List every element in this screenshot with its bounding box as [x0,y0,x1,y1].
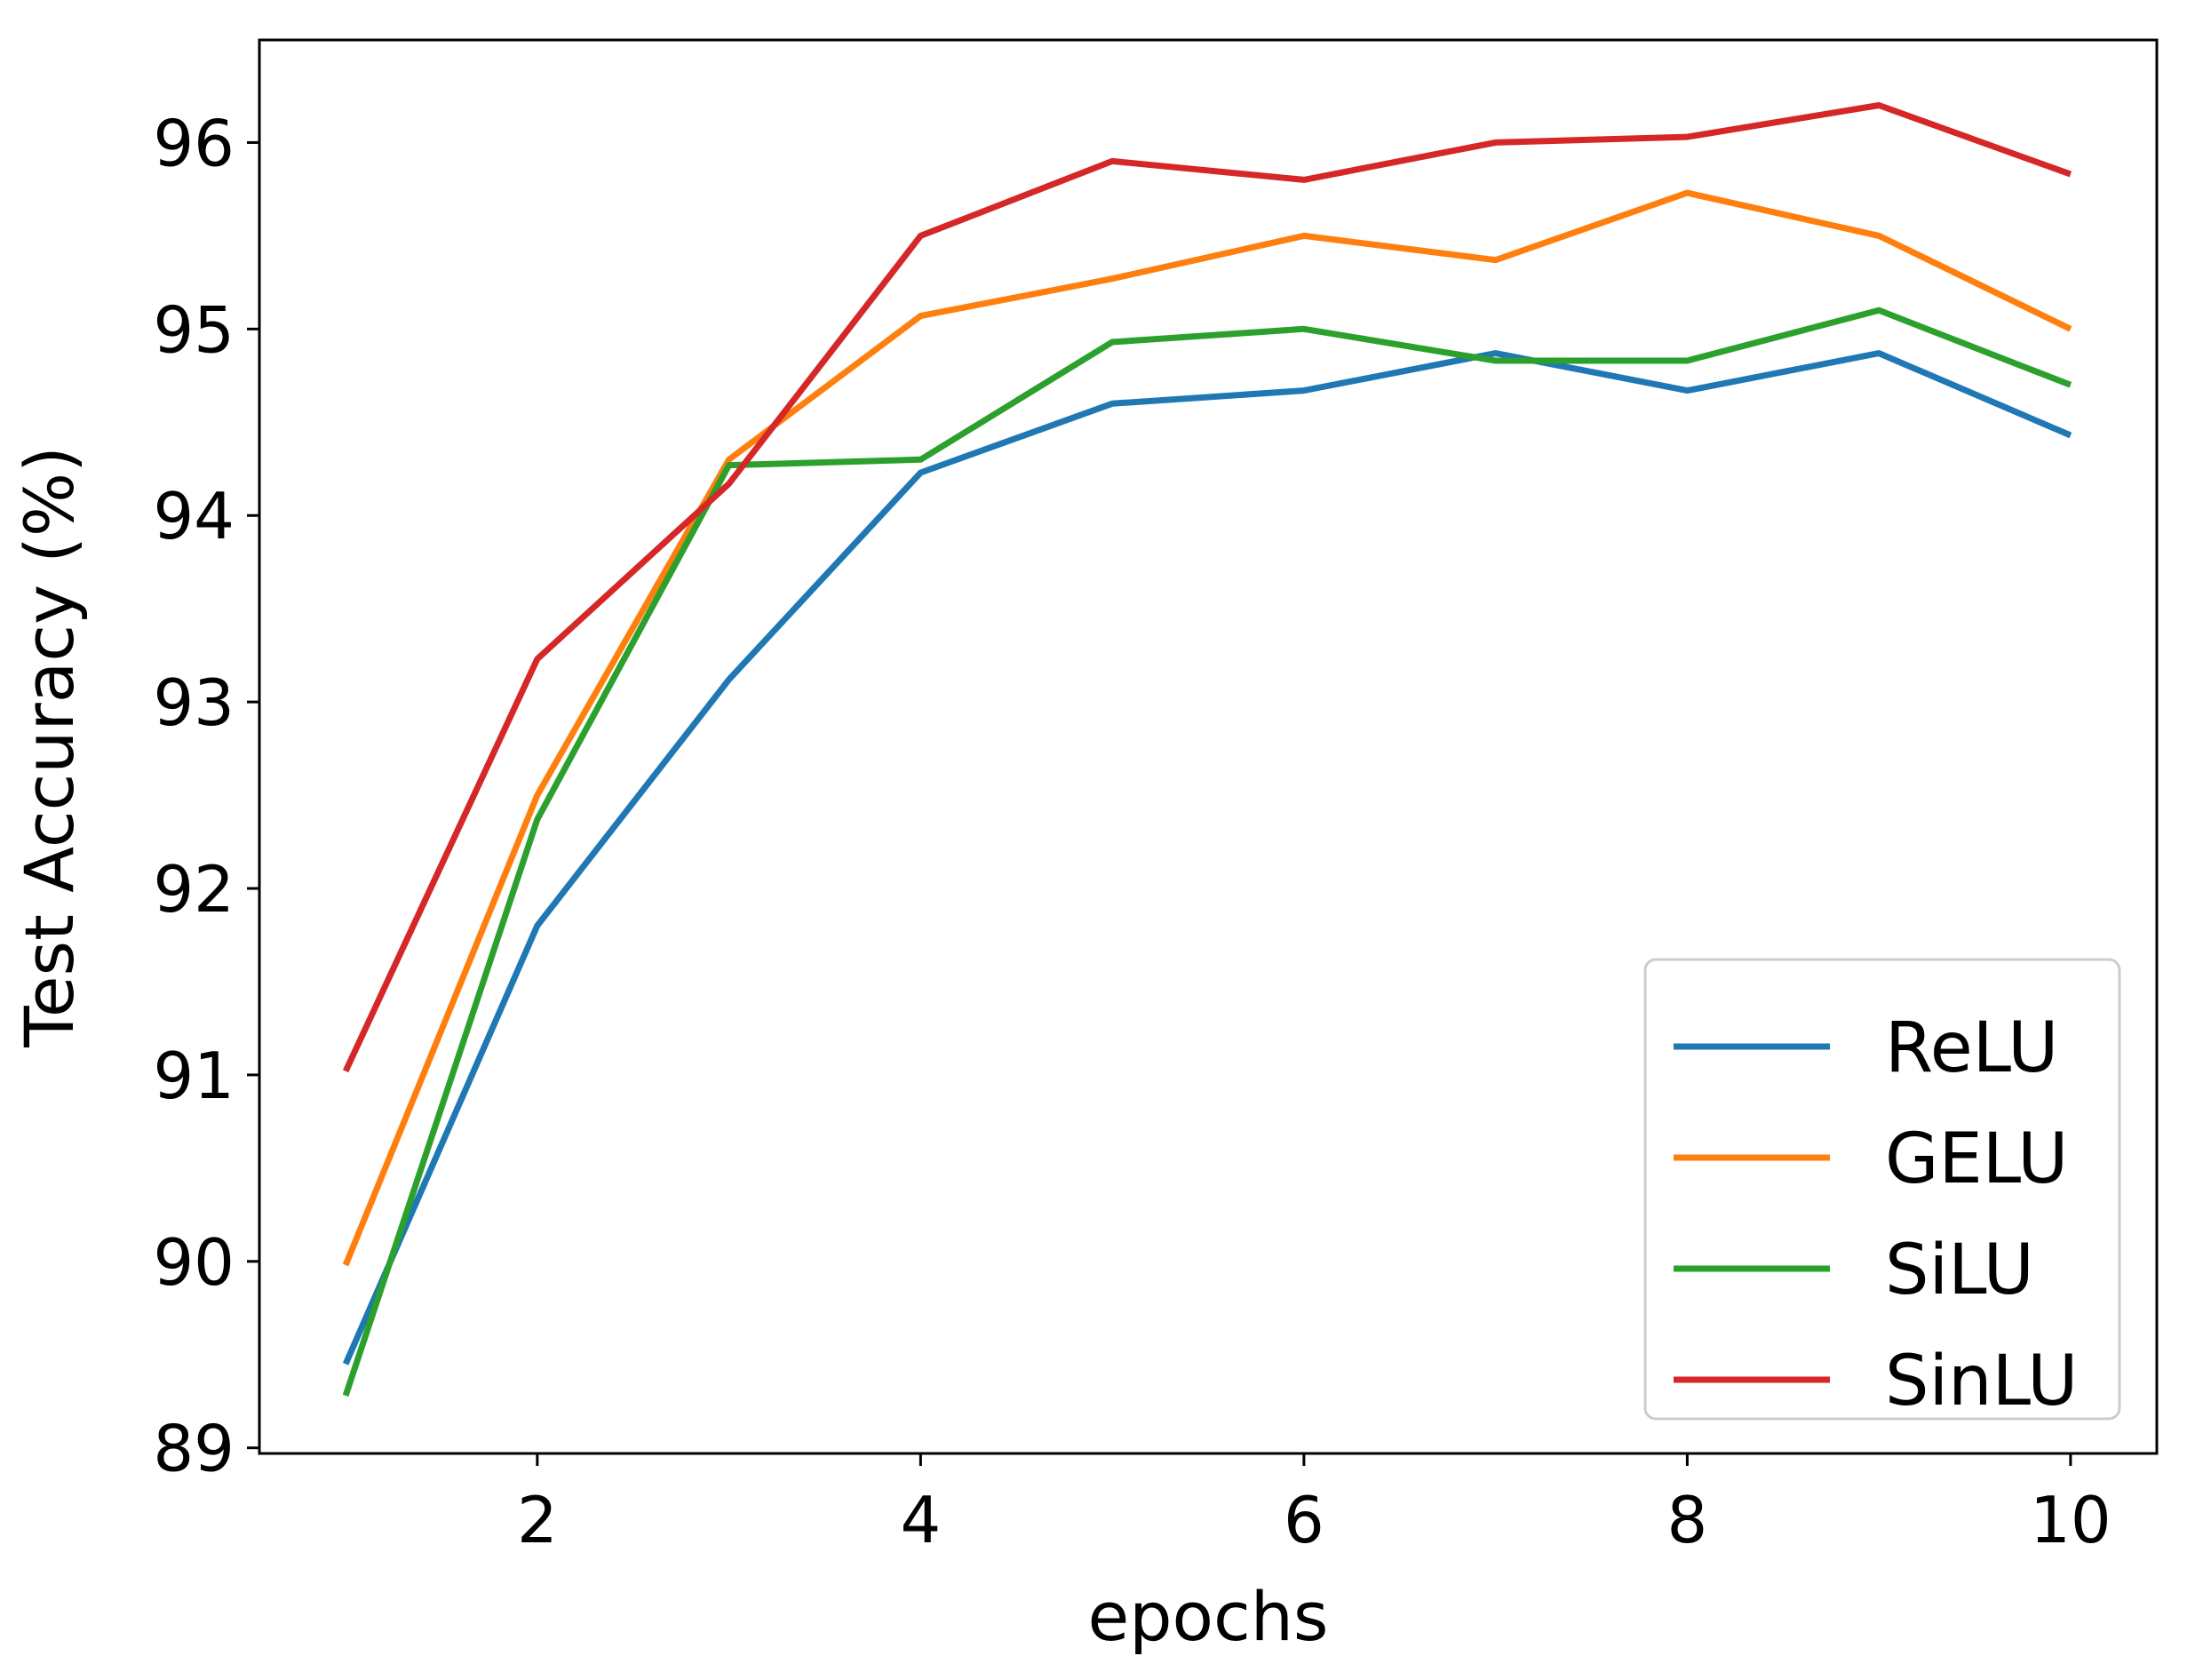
legend-label: ReLU [1885,1008,2058,1088]
legend-item-gelu: GELU [1674,1119,2068,1199]
legend-entries: ReLU GELU SiLU SinLU [1674,1008,2078,1421]
legend: ReLU GELU SiLU SinLU [1643,958,2121,1421]
series-line-sinlu [342,102,2072,1073]
y-tick-label: 91 [153,1039,235,1113]
legend-item-relu: ReLU [1674,1008,2058,1088]
legend-label: SinLU [1885,1342,2078,1421]
series-line-relu [342,350,2072,1365]
y-tick-label: 95 [153,292,235,367]
x-axis-ticks: 2 4 6 8 10 [517,1453,2111,1557]
x-tick-label: 4 [900,1483,941,1557]
legend-item-sinlu: SinLU [1674,1342,2078,1421]
legend-label: SiLU [1885,1230,2034,1310]
legend-box [1643,958,2121,1421]
legend-label: GELU [1885,1119,2068,1199]
x-tick-label: 10 [2030,1483,2111,1557]
y-tick-label: 96 [153,106,235,180]
y-tick-label: 90 [153,1225,235,1300]
y-tick-label: 94 [153,479,235,553]
y-tick-label: 92 [153,852,235,927]
series-line-gelu [342,189,2072,1267]
series-line-silu [342,307,2072,1397]
y-tick-label: 93 [153,665,235,740]
plot-frame [258,38,2159,1455]
legend-item-silu: SiLU [1674,1230,2034,1310]
x-axis-label: epochs [1087,1577,1328,1656]
x-tick-label: 2 [517,1483,558,1557]
x-tick-label: 6 [1284,1483,1324,1557]
x-tick-label: 8 [1666,1483,1707,1557]
y-axis-label: Test Accuracy (%) [10,446,89,1047]
series-lines [342,102,2072,1397]
y-axis-ticks: 89 90 91 92 93 94 95 96 [153,106,259,1486]
y-tick-label: 89 [153,1412,235,1486]
